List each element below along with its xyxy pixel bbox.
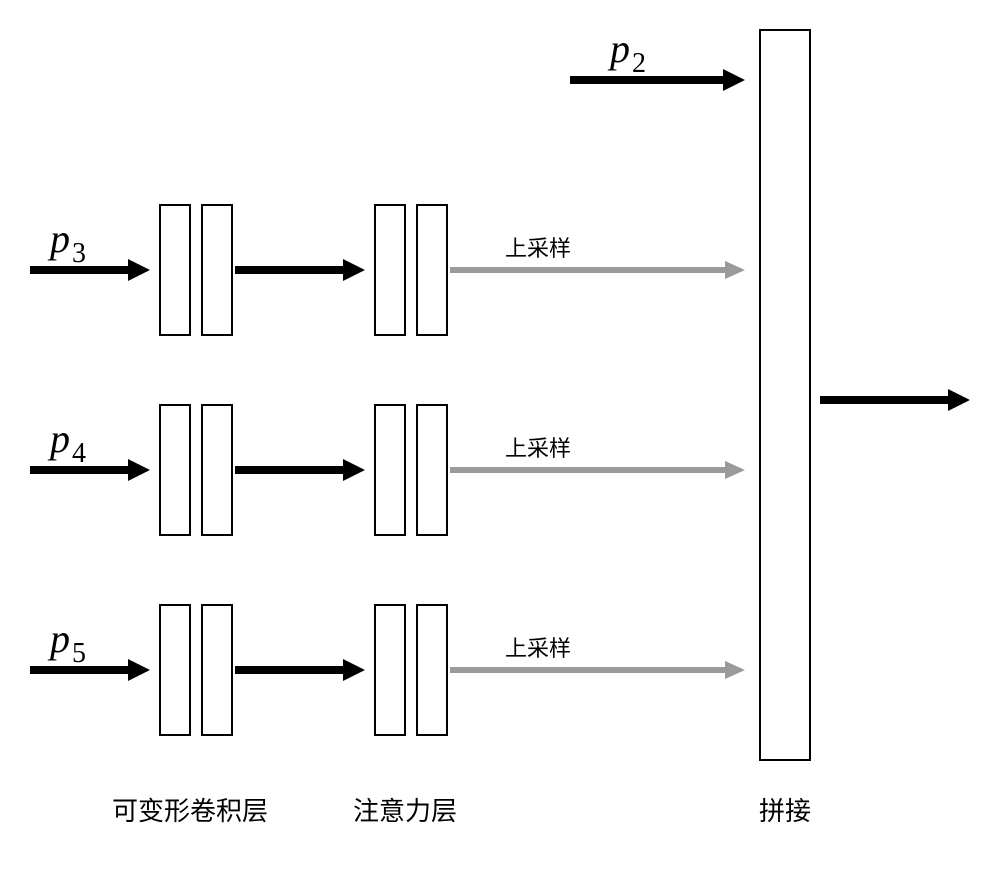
deform-block-r5-a [160, 605, 190, 735]
label-upsample-r3: 上采样 [505, 236, 571, 261]
deform-block-r3-b [202, 205, 232, 335]
label-attention: 注意力层 [353, 797, 457, 826]
diagram-svg: p2p3上采样p4上采样p5上采样可变形卷积层注意力层拼接 [0, 0, 1000, 882]
attn-block-r5-a [375, 605, 405, 735]
attn-block-r4-b [417, 405, 447, 535]
attn-block-r3-a [375, 205, 405, 335]
attn-block-r4-a [375, 405, 405, 535]
deform-block-r4-a [160, 405, 190, 535]
deform-block-r4-b [202, 405, 232, 535]
deform-block-r3-a [160, 205, 190, 335]
label-deform-conv: 可变形卷积层 [112, 797, 268, 826]
attn-block-r3-b [417, 205, 447, 335]
deform-block-r5-b [202, 605, 232, 735]
label-upsample-r4: 上采样 [505, 436, 571, 461]
attn-block-r5-b [417, 605, 447, 735]
concat-block [760, 30, 810, 760]
label-concat: 拼接 [759, 797, 811, 826]
label-upsample-r5: 上采样 [505, 636, 571, 661]
